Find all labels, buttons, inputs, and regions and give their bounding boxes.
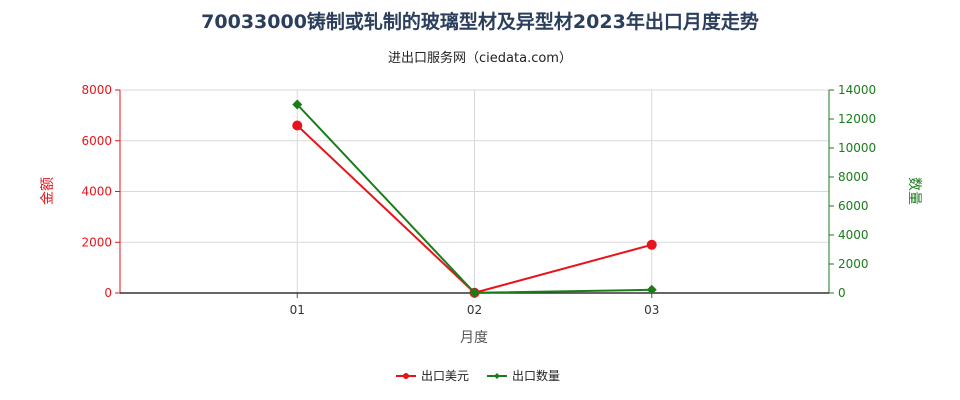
data-point-right[interactable] [646, 284, 657, 295]
right-tick-label: 8000 [838, 170, 869, 184]
right-axis-title: 数量 [906, 177, 922, 205]
legend-item-left[interactable]: 出口美元 [396, 369, 469, 383]
right-tick-label: 4000 [838, 228, 869, 242]
right-tick-label: 0 [838, 286, 846, 300]
left-tick-label: 6000 [81, 134, 112, 148]
series [292, 99, 657, 298]
x-tick-label: 02 [467, 303, 482, 317]
data-point-right[interactable] [292, 99, 303, 110]
x-axis-title: 月度 [460, 330, 488, 346]
legend-label: 出口数量 [512, 368, 560, 383]
right-tick-label: 10000 [838, 141, 876, 155]
left-tick-label: 4000 [81, 185, 112, 199]
grid-lines [120, 89, 829, 294]
legend-swatch-marker [403, 373, 409, 379]
x-tick-label: 03 [644, 303, 659, 317]
x-tick-label: 01 [290, 303, 305, 317]
right-tick-label: 12000 [838, 112, 876, 126]
data-point-left[interactable] [292, 120, 303, 131]
right-tick-label: 14000 [838, 83, 876, 97]
legend[interactable]: 出口美元 出口数量 [396, 368, 560, 383]
legend-swatch-marker [494, 373, 500, 379]
legend-item-right[interactable]: 出口数量 [487, 368, 560, 383]
chart-title: 70033000铸制或轧制的玻璃型材及异型材2023年出口月度走势 [201, 10, 759, 33]
right-tick-label: 2000 [838, 257, 869, 271]
legend-label: 出口美元 [421, 369, 469, 383]
right-tick-label: 6000 [838, 199, 869, 213]
axes: 0 2000 4000 6000 8000 0 2000 4000 6000 8000 10000 1… [81, 83, 876, 317]
data-point-right[interactable] [469, 287, 480, 298]
data-point-left[interactable] [646, 239, 657, 250]
left-tick-label: 0 [104, 286, 112, 300]
left-tick-label: 8000 [81, 83, 112, 97]
left-axis-title: 金额 [40, 177, 56, 205]
left-tick-label: 2000 [81, 235, 112, 249]
chart-subtitle: 进出口服务网（ciedata.com） [388, 50, 572, 66]
